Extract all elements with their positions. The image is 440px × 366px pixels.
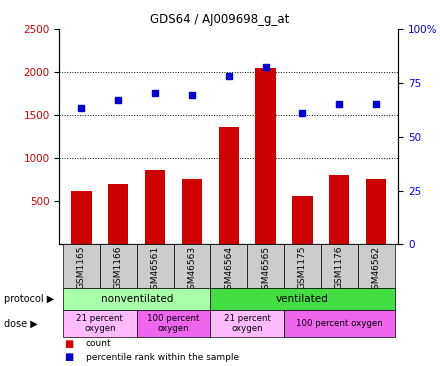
- Text: percentile rank within the sample: percentile rank within the sample: [86, 353, 239, 362]
- Text: GDS64 / AJ009698_g_at: GDS64 / AJ009698_g_at: [150, 13, 290, 26]
- Point: [336, 101, 343, 107]
- Bar: [63, 244, 100, 288]
- Bar: [247, 244, 284, 288]
- Bar: [137, 310, 210, 337]
- Bar: [108, 184, 128, 244]
- Bar: [366, 179, 386, 244]
- Text: GSM46565: GSM46565: [261, 246, 270, 295]
- Bar: [256, 68, 276, 244]
- Bar: [71, 191, 92, 244]
- Bar: [63, 288, 210, 310]
- Bar: [210, 244, 247, 288]
- Text: nonventilated: nonventilated: [101, 294, 173, 305]
- Point: [225, 73, 232, 79]
- Text: GSM1166: GSM1166: [114, 246, 123, 289]
- Text: GSM46562: GSM46562: [372, 246, 381, 295]
- Text: GSM46561: GSM46561: [150, 246, 160, 295]
- Text: GSM46563: GSM46563: [187, 246, 197, 295]
- Point: [115, 97, 122, 103]
- Point: [152, 90, 159, 96]
- Text: ■: ■: [64, 352, 73, 362]
- Text: 21 percent
oxygen: 21 percent oxygen: [77, 314, 123, 333]
- Bar: [173, 244, 210, 288]
- Bar: [219, 127, 239, 244]
- Bar: [358, 244, 395, 288]
- Text: GSM46564: GSM46564: [224, 246, 233, 295]
- Bar: [321, 244, 358, 288]
- Bar: [210, 310, 284, 337]
- Text: count: count: [86, 339, 111, 348]
- Bar: [137, 244, 173, 288]
- Bar: [284, 310, 395, 337]
- Text: GSM1175: GSM1175: [298, 246, 307, 289]
- Text: GSM1176: GSM1176: [335, 246, 344, 289]
- Text: 100 percent oxygen: 100 percent oxygen: [296, 319, 383, 328]
- Text: ■: ■: [64, 339, 73, 348]
- Text: GSM1165: GSM1165: [77, 246, 86, 289]
- Bar: [284, 244, 321, 288]
- Bar: [292, 196, 312, 244]
- Text: protocol ▶: protocol ▶: [4, 294, 55, 305]
- Point: [262, 64, 269, 70]
- Bar: [100, 244, 137, 288]
- Point: [188, 93, 195, 98]
- Bar: [63, 310, 137, 337]
- Text: 21 percent
oxygen: 21 percent oxygen: [224, 314, 271, 333]
- Bar: [210, 288, 395, 310]
- Bar: [329, 175, 349, 244]
- Text: dose ▶: dose ▶: [4, 318, 38, 329]
- Point: [299, 110, 306, 116]
- Bar: [182, 179, 202, 244]
- Text: 100 percent
oxygen: 100 percent oxygen: [147, 314, 200, 333]
- Point: [373, 101, 380, 107]
- Text: ventilated: ventilated: [276, 294, 329, 305]
- Bar: [145, 170, 165, 244]
- Point: [78, 105, 85, 111]
